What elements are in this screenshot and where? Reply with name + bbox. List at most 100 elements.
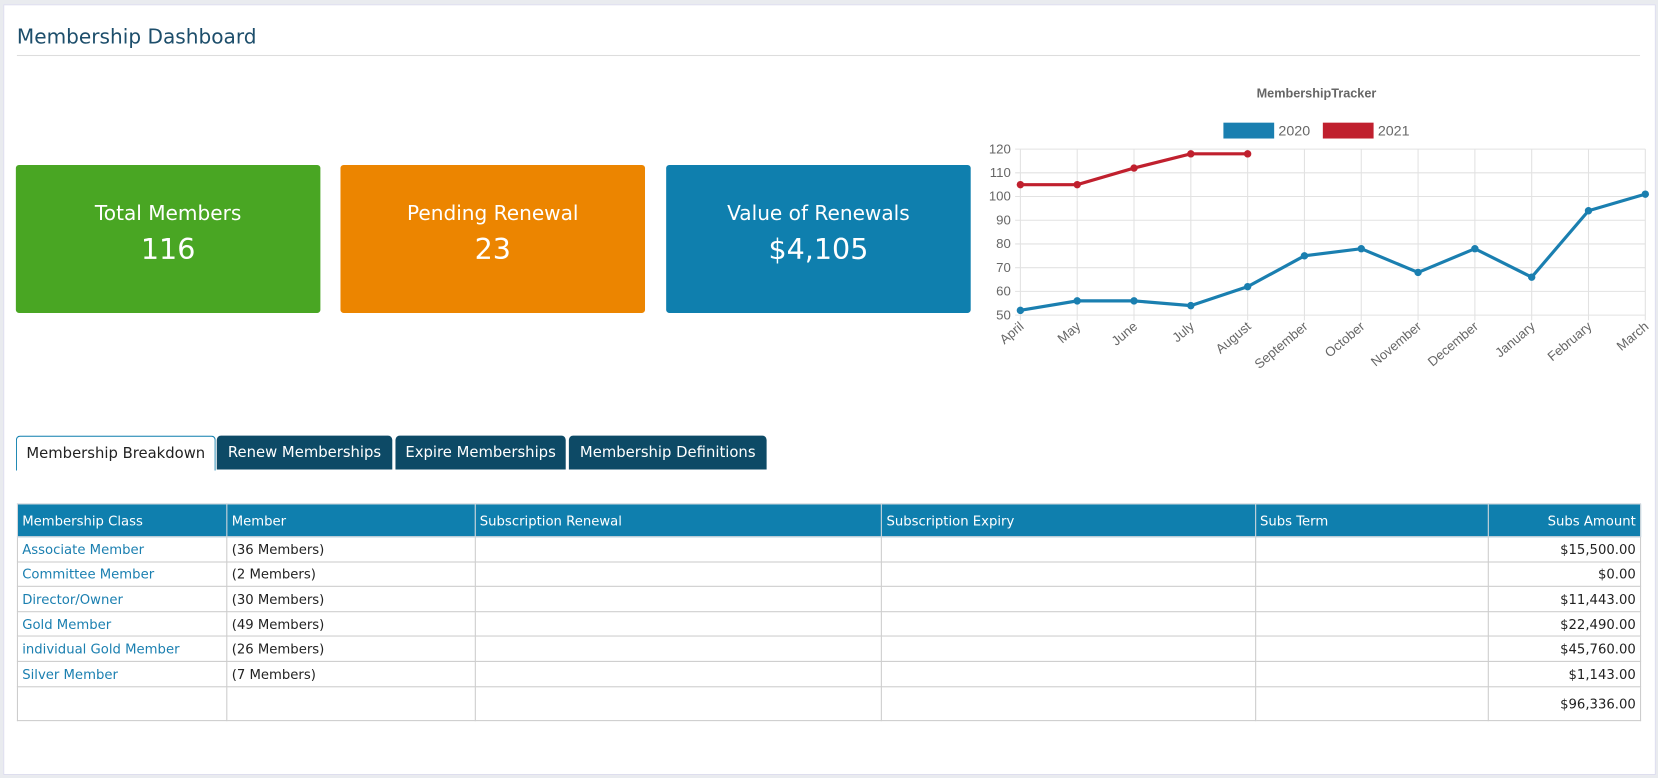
cell: Silver Member [16, 660, 228, 687]
cell [881, 586, 1256, 612]
data-point [1073, 297, 1081, 305]
stat-card: Value of Renewals $4,105 [666, 164, 971, 313]
data-point [1641, 190, 1650, 198]
cell: (36 Members) [226, 536, 476, 563]
y-tick-label: 120 [989, 141, 1011, 156]
class-link[interactable]: Director/Owner [22, 591, 123, 607]
stat-card: Pending Renewal 23 [340, 164, 646, 313]
cell [474, 685, 883, 721]
cell [474, 586, 883, 612]
x-tick-label: November [1368, 318, 1425, 369]
class-link[interactable]: Committee Member [22, 566, 155, 582]
legend-swatch [1322, 122, 1374, 139]
table-row: Director/Owner (30 Members) $11,443.00 [16, 586, 1642, 612]
data-point [1130, 297, 1138, 305]
class-link[interactable]: individual Gold Member [22, 640, 180, 657]
cell [1254, 610, 1490, 637]
cell: $96,336.00 [1487, 685, 1642, 721]
cell [881, 536, 1256, 563]
table-row: individual Gold Member (26 Members) $45,76… [16, 635, 1642, 662]
x-tick-label: December [1425, 318, 1482, 369]
card-label: Value of Renewals [727, 201, 910, 226]
cell: $0.00 [1487, 561, 1642, 588]
cell [881, 561, 1256, 588]
y-tick-label: 50 [996, 307, 1011, 322]
cell: $45,760.00 [1487, 635, 1642, 662]
cell [474, 536, 883, 563]
cell: (26 Members) [226, 635, 476, 662]
cell [1254, 536, 1490, 563]
class-link[interactable]: Silver Member [22, 665, 118, 682]
divider [16, 54, 1641, 57]
data-point [1243, 282, 1252, 291]
legend-label: 2020 [1278, 123, 1310, 139]
y-tick-label: 90 [996, 212, 1011, 227]
tab[interactable]: Membership Breakdown [15, 435, 216, 471]
tab[interactable]: Membership Definitions [568, 435, 767, 470]
cell [16, 685, 228, 721]
x-tick-label: January [1492, 318, 1538, 360]
card-value: $4,105 [768, 233, 869, 267]
legend-swatch [1223, 122, 1275, 139]
data-point [1300, 252, 1309, 260]
cell [226, 685, 476, 721]
stat-card: Total Members 116 [15, 164, 321, 313]
column-header: Subs Amount [1487, 503, 1642, 538]
cell [1254, 685, 1490, 721]
total-row: $96,336.00 [16, 685, 1642, 721]
cell [881, 685, 1256, 721]
x-tick-label: September [1251, 318, 1311, 371]
data-point [1414, 268, 1422, 277]
column-header: Subs Term [1254, 503, 1490, 538]
cell [1254, 660, 1490, 687]
cell: individual Gold Member [16, 635, 228, 662]
y-tick-label: 70 [996, 260, 1011, 275]
cell: Director/Owner [16, 586, 228, 612]
cell: Associate Member [16, 536, 228, 563]
legend-label: 2021 [1378, 123, 1410, 139]
cell [1254, 635, 1490, 662]
data-point [1527, 273, 1536, 281]
cell: $15,500.00 [1487, 536, 1642, 563]
table-row: Committee Member (2 Members) $0.00 [16, 561, 1642, 588]
cell: $22,490.00 [1487, 610, 1642, 637]
cell: Committee Member [16, 561, 228, 588]
x-tick-label: July [1169, 318, 1197, 345]
tab[interactable]: Expire Memberships [395, 435, 566, 470]
cell [474, 635, 883, 662]
x-tick-label: August [1213, 318, 1254, 356]
header-row: Membership Class Member Subscription Renew… [16, 503, 1642, 538]
cell [881, 610, 1256, 637]
class-link[interactable]: Gold Member [22, 616, 112, 632]
cell [881, 660, 1256, 687]
table-row: Associate Member (36 Members) $15,500.00 [16, 536, 1642, 563]
y-tick-label: 100 [989, 189, 1011, 204]
data-point [1187, 301, 1195, 310]
cell: $11,443.00 [1487, 586, 1642, 612]
x-tick-label: May [1055, 318, 1084, 346]
class-link[interactable]: Associate Member [22, 541, 145, 558]
cell: Gold Member [16, 610, 228, 637]
cell [474, 610, 883, 637]
tab[interactable]: Renew Memberships [216, 435, 393, 470]
table-row: Silver Member (7 Members) $1,143.00 [16, 660, 1642, 687]
cell: (30 Members) [226, 586, 476, 612]
cell [881, 635, 1256, 662]
cell: (2 Members) [226, 561, 476, 588]
data-point [1016, 180, 1025, 189]
x-tick-label: February [1545, 318, 1595, 364]
card-value: 116 [140, 233, 196, 267]
card-value: 23 [474, 233, 511, 267]
page-title: Membership Dashboard [16, 25, 257, 49]
y-tick-label: 60 [996, 284, 1011, 299]
chart: MembershipTracker 50 60 70 80 90 100 110 120 Apr… [989, 86, 1652, 371]
cell [474, 561, 883, 588]
table-row: Gold Member (49 Members) $22,490.00 [16, 610, 1642, 637]
data-point [1584, 207, 1593, 215]
cell: $1,143.00 [1487, 660, 1642, 687]
data-point [1357, 244, 1365, 253]
data-point [1130, 164, 1138, 172]
cell: (49 Members) [226, 610, 476, 637]
x-tick-label: April [997, 319, 1027, 348]
